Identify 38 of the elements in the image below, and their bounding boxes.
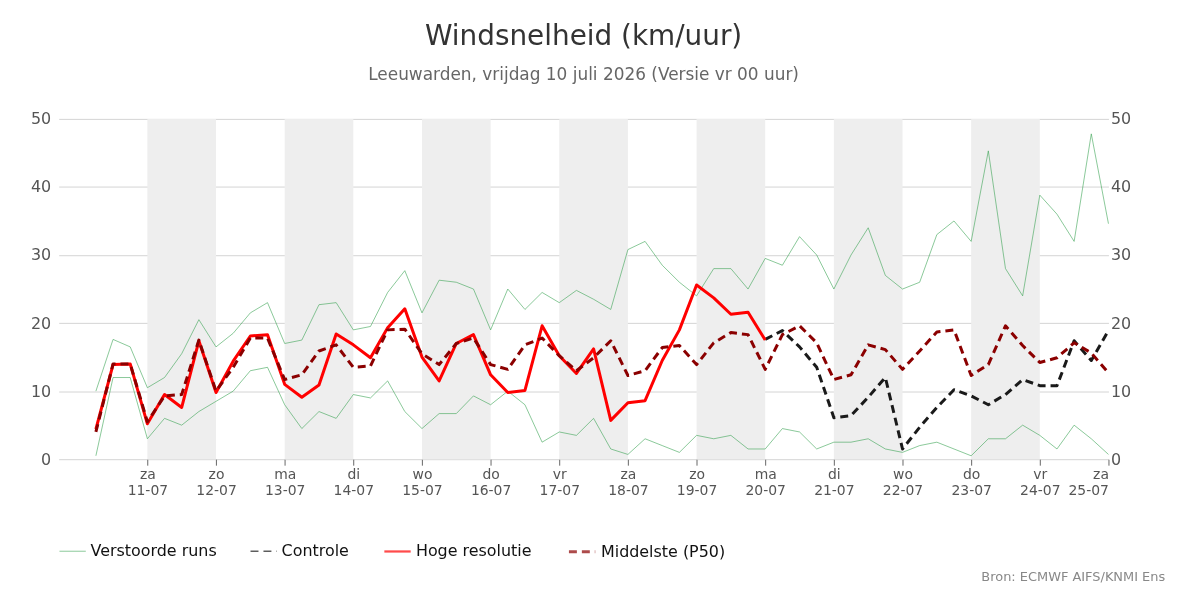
x-tick-label: di 14-07	[333, 465, 375, 498]
y-tick-label: 10	[30, 381, 52, 401]
x-tick-label: di 21-07	[814, 465, 855, 498]
legend-label: Verstoorde runs	[90, 541, 217, 561]
x-tick-label: do 16-07	[470, 465, 512, 498]
x-tick-label: za 18-07	[608, 465, 649, 498]
y-tick-label: 0	[41, 449, 52, 469]
line-series	[94, 324, 1110, 434]
y-tick-label: 30	[30, 245, 52, 265]
x-tick-label: vr 24-07	[1020, 465, 1061, 498]
line-series	[763, 329, 1110, 451]
line-series	[95, 366, 1109, 457]
x-tick-label: vr 17-07	[539, 465, 580, 498]
x-tick-label: wo 15-07	[402, 465, 443, 498]
x-tick-label: do 23-07	[951, 465, 992, 498]
y-tick-label: 50	[30, 109, 52, 129]
y2-tick-label: 0	[1110, 449, 1122, 469]
line-series	[95, 133, 1109, 392]
y2-tick-label: 50	[1110, 109, 1132, 129]
chart-subtitle: Leeuwarden, vrijdag 10 juli 2026 (Versie vr 00 uur)	[368, 64, 799, 85]
x-tick-label: zo 19-07	[676, 465, 718, 498]
chart-title: Windsnelheid (km/uur)	[424, 19, 743, 53]
legend-label: Controle	[281, 541, 349, 561]
x-tick-label: ma 20-07	[745, 465, 786, 498]
y2-tick-label: 30	[1110, 245, 1132, 265]
legend-label: Hoge resolutie	[415, 541, 532, 561]
x-tick-label: ma 13-07	[264, 465, 306, 498]
y-tick-label: 40	[30, 177, 52, 197]
x-tick-label: wo 22-07	[882, 465, 924, 498]
legend-label: Middelste (P50)	[600, 541, 726, 561]
y2-tick-label: 40	[1110, 177, 1132, 197]
text: Bron: ECMWF AIFS/KNMI Ens	[981, 568, 1166, 584]
y2-tick-label: 20	[1110, 313, 1132, 333]
x-tick-label: za 25-07	[1068, 465, 1109, 498]
y-tick-label: 20	[30, 313, 52, 333]
x-tick-label: za 11-07	[127, 465, 169, 498]
x-tick-label: zo 12-07	[196, 465, 237, 498]
y2-tick-label: 10	[1110, 381, 1132, 401]
